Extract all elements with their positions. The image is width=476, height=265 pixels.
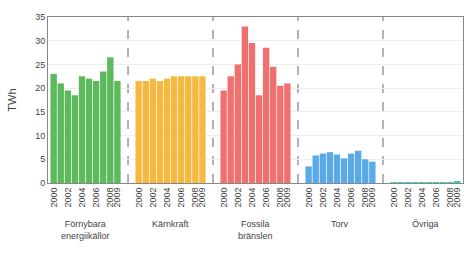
svg-text:2006: 2006 [431,188,441,208]
svg-text:2004: 2004 [77,188,87,208]
svg-text:2002: 2002 [233,188,243,208]
svg-text:2009: 2009 [367,188,377,208]
svg-text:2009: 2009 [452,188,462,208]
svg-text:2009: 2009 [197,188,207,208]
svg-text:2009: 2009 [112,188,122,208]
svg-text:2000: 2000 [134,188,144,208]
svg-text:2006: 2006 [176,188,186,208]
svg-text:35: 35 [35,12,45,22]
svg-text:2000: 2000 [219,188,229,208]
svg-text:TWh: TWh [6,88,18,111]
svg-text:10: 10 [35,131,45,141]
svg-text:2000: 2000 [304,188,314,208]
svg-text:2009: 2009 [282,188,292,208]
svg-text:2002: 2002 [403,188,413,208]
svg-text:25: 25 [35,60,45,70]
svg-text:30: 30 [35,36,45,46]
svg-text:2000: 2000 [49,188,59,208]
svg-text:2004: 2004 [247,188,257,208]
svg-text:Övriga: Övriga [412,219,439,229]
svg-text:Kärnkraft: Kärnkraft [152,219,189,229]
svg-text:20: 20 [35,83,45,93]
svg-text:2008: 2008 [445,188,455,208]
svg-text:2008: 2008 [190,188,200,208]
svg-text:2004: 2004 [417,188,427,208]
svg-text:2008: 2008 [105,188,115,208]
svg-text:2004: 2004 [332,188,342,208]
svg-text:2008: 2008 [275,188,285,208]
svg-text:Fossilabränslen: Fossilabränslen [238,219,273,241]
svg-text:2000: 2000 [389,188,399,208]
svg-text:2002: 2002 [318,188,328,208]
svg-text:2006: 2006 [91,188,101,208]
svg-text:2008: 2008 [360,188,370,208]
svg-text:Förnybaraenergiikällor: Förnybaraenergiikällor [61,219,110,241]
svg-text:2002: 2002 [63,188,73,208]
svg-text:2006: 2006 [261,188,271,208]
svg-text:2006: 2006 [346,188,356,208]
svg-text:15: 15 [35,107,45,117]
svg-text:0: 0 [40,178,45,188]
svg-text:Torv: Torv [331,219,349,229]
svg-text:2002: 2002 [148,188,158,208]
svg-text:2004: 2004 [162,188,172,208]
svg-text:5: 5 [40,154,45,164]
